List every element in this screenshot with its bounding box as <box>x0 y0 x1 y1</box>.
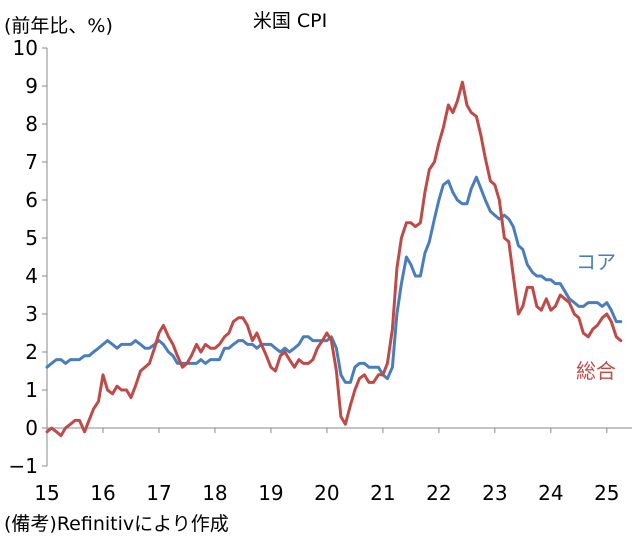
y-tick-label: 0 <box>25 416 38 440</box>
chart-title: 米国 CPI <box>253 10 327 32</box>
series-label-core: コア <box>576 250 616 274</box>
x-tick-label: 24 <box>538 481 563 505</box>
x-tick-label: 25 <box>594 481 619 505</box>
x-tick-label: 21 <box>370 481 395 505</box>
x-tick-label: 15 <box>34 481 59 505</box>
y-tick-label: 2 <box>25 340 38 364</box>
series-label-headline: 総合 <box>576 359 616 383</box>
x-tick-label: 20 <box>314 481 339 505</box>
y-tick-label: 4 <box>25 264 38 288</box>
y-tick-label: 6 <box>25 188 38 212</box>
x-tick-label: 19 <box>258 481 283 505</box>
series-line-core <box>45 175 623 384</box>
series-line-headline <box>45 80 623 438</box>
source-note: (備考)Refinitivにより作成 <box>4 513 229 535</box>
y-tick-label: −1 <box>9 454 38 478</box>
y-tick-label: 3 <box>25 302 38 326</box>
y-tick-label: 1 <box>25 378 38 402</box>
x-tick-label: 22 <box>426 481 451 505</box>
y-tick-label: 7 <box>25 150 38 174</box>
y-axis-unit-label: (前年比、%) <box>4 15 113 37</box>
y-tick-label: 8 <box>25 112 38 136</box>
y-tick-label: 9 <box>25 74 38 98</box>
x-tick-label: 16 <box>90 481 115 505</box>
y-tick-label: 10 <box>13 36 38 60</box>
x-tick-label: 17 <box>146 481 171 505</box>
y-tick-label: 5 <box>25 226 38 250</box>
x-tick-label: 23 <box>482 481 507 505</box>
x-tick-label: 18 <box>202 481 227 505</box>
